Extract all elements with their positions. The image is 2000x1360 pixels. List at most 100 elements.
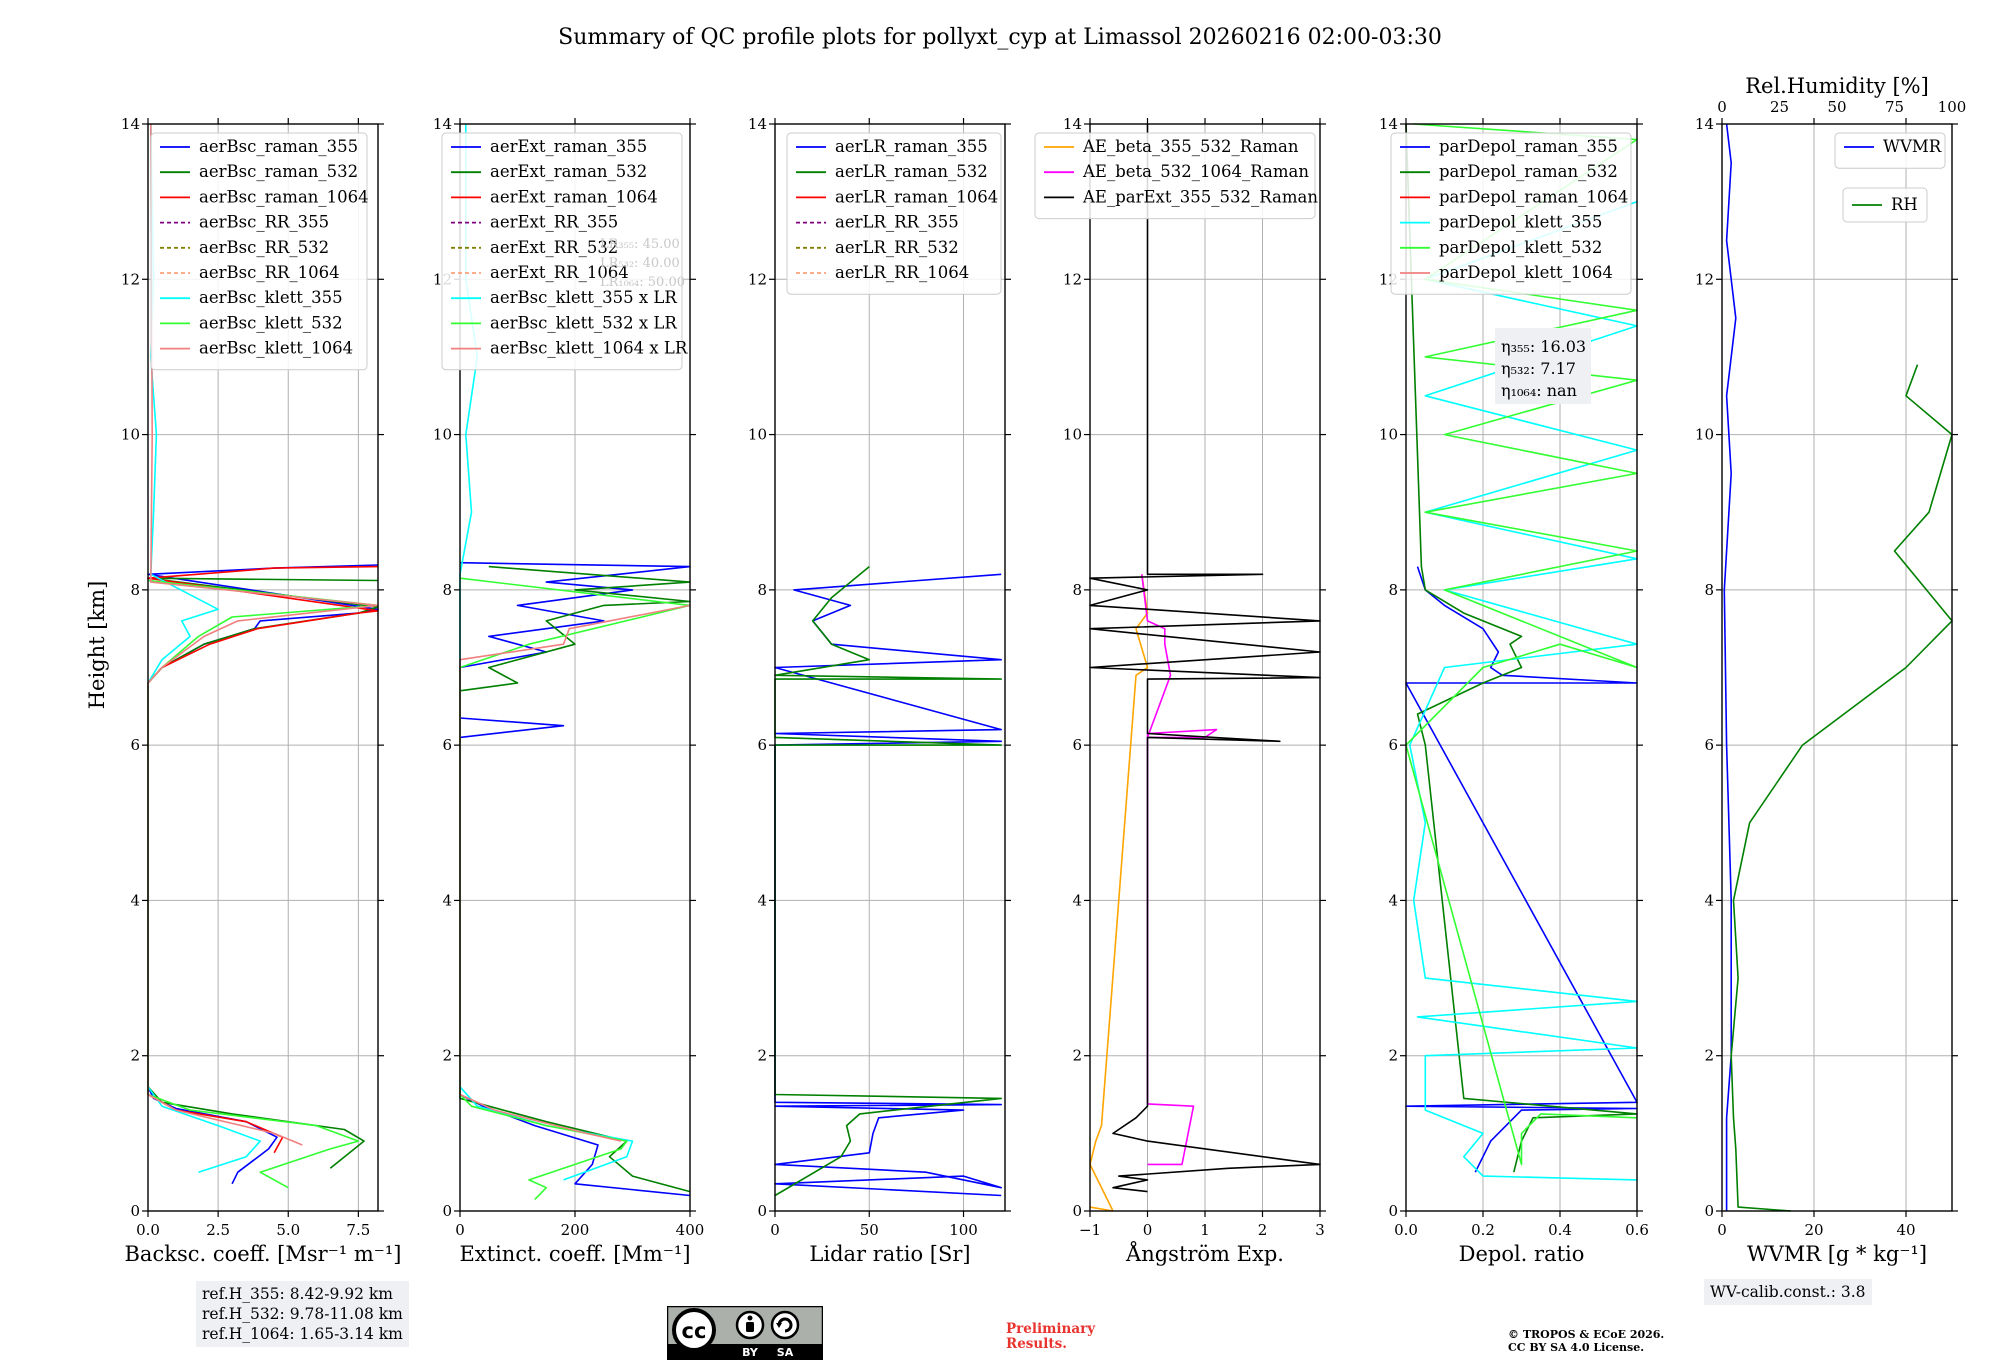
eta-note: η₅₃₂: 7.17 <box>1501 359 1576 378</box>
legend-label: WVMR <box>1883 137 1942 156</box>
series-line-aerBsc_klett_532 x LR <box>459 577 691 1200</box>
legend-label: aerExt_RR_1064 <box>490 263 629 282</box>
ref-height-532: ref.H_532: 9.78-11.08 km <box>202 1305 403 1323</box>
y-tick-label: 8 <box>757 581 767 599</box>
wv-calibration-box: WV-calib.const.: 3.8 <box>1704 1279 1872 1305</box>
legend-label: aerBsc_RR_355 <box>199 213 329 232</box>
series-line-aerExt_raman_532 <box>459 565 691 1193</box>
legend-label: AE_parExt_355_532_Raman <box>1082 187 1318 206</box>
y-tick-label: 2 <box>757 1047 767 1065</box>
y-tick-label: 2 <box>442 1047 452 1065</box>
eta-note: η₁₀₆₄: nan <box>1501 381 1577 400</box>
series-line-aerBsc_raman_532 <box>147 577 379 1169</box>
x-tick-label: 0.0 <box>136 1221 160 1239</box>
legend-label: aerExt_RR_355 <box>490 213 618 232</box>
y-tick-label: 0 <box>130 1202 140 1220</box>
x-tick-label: 1 <box>1200 1221 1210 1239</box>
y-tick-label: 2 <box>1388 1047 1398 1065</box>
y-tick-label: 4 <box>442 891 452 909</box>
x-tick-label: 20 <box>1804 1221 1823 1239</box>
legend-box <box>441 132 683 371</box>
plot-frame <box>147 123 379 1212</box>
legend-label: aerExt_raman_532 <box>490 162 647 181</box>
x-tick-label: 0.6 <box>1625 1221 1649 1239</box>
subplot-bsc: 0.0 2.5 5.0 7.5 0 2 4 6 8 10 12 14 Backsc. coeff. [M… <box>121 115 402 1266</box>
y-tick-label: 0 <box>442 1202 452 1220</box>
y-tick-label: 14 <box>1379 115 1398 133</box>
legend-label: aerLR_RR_1064 <box>835 263 969 282</box>
legend-box <box>1842 187 1928 223</box>
y-tick-label: 4 <box>1072 891 1082 909</box>
legend-label: aerBsc_raman_355 <box>199 137 358 156</box>
series-line-parDepol_raman_355 <box>1405 566 1638 1173</box>
y-tick-label: 6 <box>130 736 140 754</box>
legend-box <box>1390 132 1632 295</box>
plot-frame <box>1721 123 1953 1212</box>
legend-box <box>786 132 1002 295</box>
rh-tick-label: 25 <box>1770 98 1789 116</box>
ref-height-1064: ref.H_1064: 1.65-3.14 km <box>202 1325 403 1343</box>
plot-frame <box>1405 123 1638 1212</box>
series-line-aerBsc_raman_1064 <box>147 565 379 1154</box>
subplot-lr: 0 50 100 0 2 4 6 8 10 12 14 Lidar ratio [Sr] aerLR_r… <box>748 115 1011 1266</box>
y-tick-label: 10 <box>1695 426 1714 444</box>
by-label: BY <box>742 1346 759 1359</box>
y-tick-label: 10 <box>1063 426 1082 444</box>
x-tick-label: −1 <box>1079 1221 1101 1239</box>
reference-heights-box: ref.H_355: 8.42-9.92 km ref.H_532: 9.78-… <box>196 1281 409 1347</box>
attribution-head <box>747 1315 753 1321</box>
legend-label: aerBsc_RR_532 <box>199 238 329 257</box>
eta-note: η₃₅₅: 16.03 <box>1501 337 1586 356</box>
legend-wv-rh: RH <box>1842 187 1928 223</box>
legend-label: parDepol_klett_1064 <box>1439 263 1613 282</box>
x-tick-label: 100 <box>949 1221 978 1239</box>
y-tick-label: 8 <box>442 581 452 599</box>
x-axis-label: Ångström Exp. <box>1125 1241 1284 1266</box>
share-alike-arrowhead <box>776 1323 782 1328</box>
eta-note-box <box>1495 328 1591 404</box>
series-line-WVMR <box>1723 123 1737 1211</box>
legend-box <box>150 132 368 371</box>
cc-license-badge: cc BY SA <box>667 1306 823 1360</box>
copyright-note: © TROPOS & ECoE 2026. CC BY SA 4.0 Licen… <box>1508 1328 1664 1354</box>
subplot-ext: 020040002468101214Extinct. coeff. [Mm⁻¹]… <box>433 115 704 1266</box>
legend-label: aerBsc_raman_532 <box>199 162 358 181</box>
y-tick-label: 14 <box>433 115 452 133</box>
x-tick-label: 0.4 <box>1548 1221 1572 1239</box>
x-tick-label: 0.0 <box>1394 1221 1418 1239</box>
y-tick-label: 4 <box>1704 891 1714 909</box>
y-tick-label: 10 <box>748 426 767 444</box>
legend-label: aerExt_raman_355 <box>490 137 647 156</box>
legend-label: aerLR_raman_1064 <box>835 187 998 206</box>
lidar-ratio-note: LR₅₃₂: 40.00 <box>600 256 680 271</box>
y-tick-label: 0 <box>1388 1202 1398 1220</box>
sa-label: SA <box>777 1346 794 1359</box>
x-tick-label: 2 <box>1258 1221 1268 1239</box>
y-tick-label: 12 <box>748 270 767 288</box>
y-tick-label: 8 <box>130 581 140 599</box>
share-alike-arrow <box>777 1317 793 1333</box>
legend-label: aerExt_raman_1064 <box>490 187 658 206</box>
legend-lr: aerLR_raman_355 aerLR_raman_532 aerLR_rama… <box>786 132 1002 295</box>
series-line-AE_beta_355_532_Raman <box>1089 574 1149 1212</box>
attribution-body <box>746 1322 754 1332</box>
legend-label: aerBsc_klett_1064 x LR <box>490 339 688 358</box>
x-axis-label: Extinct. coeff. [Mm⁻¹] <box>459 1242 690 1266</box>
cc-badge-label: cc <box>682 1319 707 1343</box>
x-tick-label: 400 <box>676 1221 705 1239</box>
x-tick-label: 200 <box>561 1221 590 1239</box>
y-tick-label: 6 <box>1388 736 1398 754</box>
y-tick-label: 14 <box>1695 115 1714 133</box>
subplot-wv: 0 20 40 0 2 4 6 8 10 12 14 WVMR [g * kg⁻¹] 0 25 50 75 10… <box>1695 74 1966 1266</box>
wv-calibration-constant: WV-calib.const.: 3.8 <box>1710 1283 1866 1301</box>
plot-frame <box>774 123 1006 1212</box>
x-tick-label: 0 <box>770 1221 780 1239</box>
preliminary-line-2: Results. <box>1006 1336 1067 1352</box>
y-tick-label: 2 <box>130 1047 140 1065</box>
y-tick-label: 6 <box>442 736 452 754</box>
y-tick-label: 12 <box>1063 270 1082 288</box>
x-tick-label: 2.5 <box>206 1221 230 1239</box>
legend-box <box>1034 132 1316 220</box>
